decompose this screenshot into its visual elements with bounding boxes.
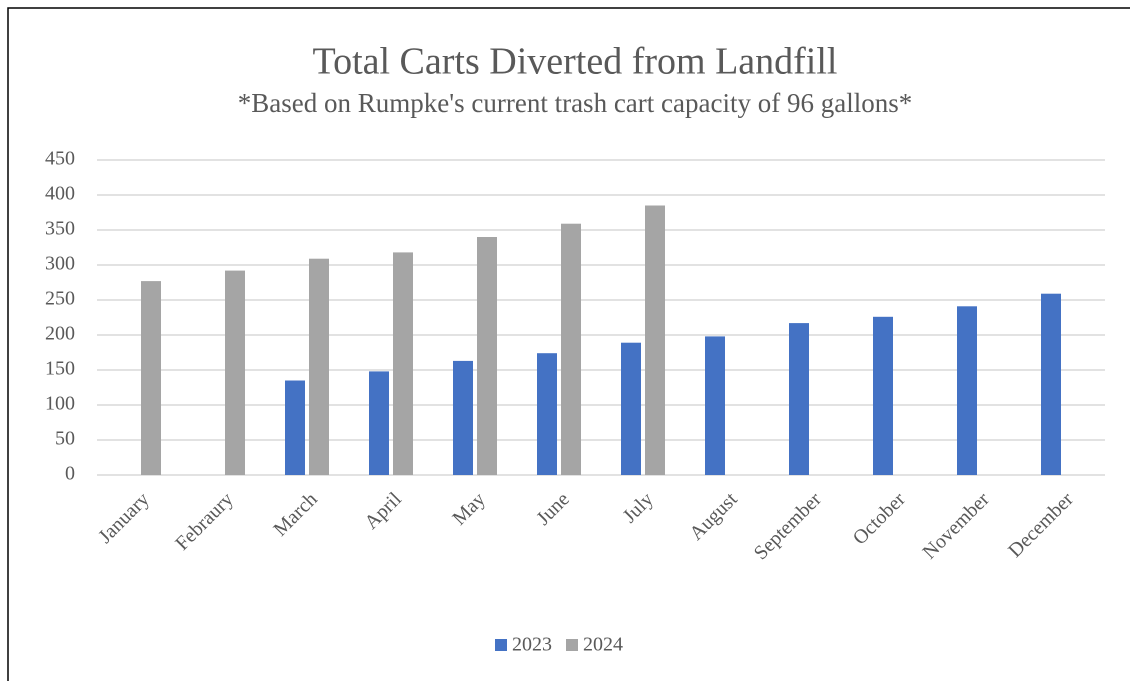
- y-tick-label: 0: [65, 463, 75, 485]
- legend-swatch: [566, 639, 578, 651]
- x-tick-label: April: [360, 488, 406, 534]
- y-tick-label: 50: [55, 428, 75, 450]
- y-tick-label: 250: [45, 288, 75, 310]
- x-tick-label: August: [685, 488, 742, 545]
- bar: [477, 237, 497, 475]
- x-tick-label: September: [750, 488, 826, 564]
- x-tick-label: June: [532, 488, 574, 530]
- x-tick-label: October: [849, 488, 910, 549]
- x-tick-label: November: [919, 488, 994, 563]
- x-tick-label: March: [269, 488, 321, 540]
- bar: [537, 353, 557, 475]
- bar: [621, 342, 641, 475]
- bar: [705, 336, 725, 475]
- chart-subtitle: *Based on Rumpke's current trash cart ca…: [238, 88, 912, 118]
- bar: [225, 270, 245, 475]
- x-tick-label: July: [619, 488, 658, 527]
- bar: [141, 281, 161, 475]
- bar: [393, 252, 413, 475]
- bar: [789, 323, 809, 475]
- bar: [957, 306, 977, 475]
- x-tick-label: May: [448, 488, 489, 529]
- x-tick-label: December: [1004, 488, 1078, 562]
- bar: [645, 205, 665, 475]
- y-tick-label: 150: [45, 358, 75, 380]
- bar: [561, 223, 581, 475]
- bar: [453, 360, 473, 475]
- bar: [309, 258, 329, 475]
- bar: [285, 380, 305, 475]
- y-tick-label: 100: [45, 393, 75, 415]
- bar: [1041, 293, 1061, 475]
- y-tick-label: 400: [45, 183, 75, 205]
- chart-border: [7, 7, 1130, 681]
- y-tick-label: 450: [45, 148, 75, 170]
- legend-label: 2023: [512, 634, 552, 656]
- chart-title: Total Carts Diverted from Landfill: [313, 41, 838, 83]
- x-tick-label: Febraury: [171, 488, 238, 555]
- legend-swatch: [495, 639, 507, 651]
- y-tick-label: 300: [45, 253, 75, 275]
- y-tick-label: 200: [45, 323, 75, 345]
- bar: [369, 371, 389, 475]
- x-tick-label: January: [94, 488, 154, 548]
- y-tick-label: 350: [45, 218, 75, 240]
- bar: [873, 316, 893, 475]
- legend-label: 2024: [583, 634, 623, 656]
